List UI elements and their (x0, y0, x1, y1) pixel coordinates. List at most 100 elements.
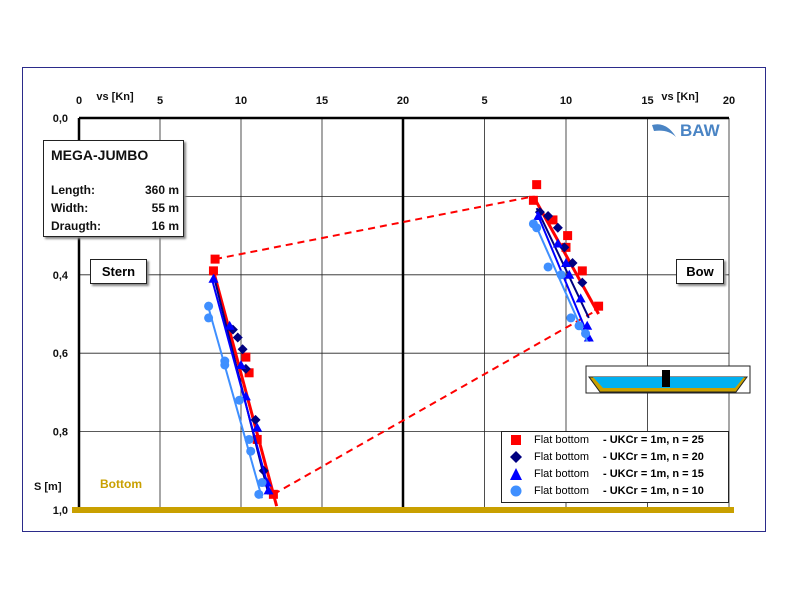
legend-desc: - UKCr = 1m, n = 20 (603, 451, 704, 463)
data-point-circle (254, 489, 264, 499)
draught-label: Draugth: (51, 219, 101, 233)
data-point-circle (244, 434, 254, 444)
connector-line (272, 309, 598, 496)
ship-hull-icon (662, 370, 670, 387)
data-point-square (241, 352, 251, 362)
length-value: 360 m (144, 183, 179, 197)
data-point-triangle (252, 422, 263, 432)
data-point-circle (204, 301, 214, 311)
data-point-square (252, 434, 262, 444)
data-point-triangle (561, 258, 571, 268)
data-point-square (208, 266, 218, 276)
x-tick-label: 0 (76, 95, 82, 107)
data-point-circle (220, 360, 230, 370)
legend-diamond-marker (510, 451, 522, 463)
data-point-triangle (263, 485, 274, 495)
data-point-square (528, 195, 538, 205)
bottom-label: Bottom (100, 477, 142, 491)
data-point-diamond (543, 211, 554, 221)
legend-entry: Flat bottom - UKCr = 1m, n = 10 (502, 483, 728, 500)
legend-entry: Flat bottom - UKCr = 1m, n = 20 (502, 449, 728, 466)
legend-desc: - UKCr = 1m, n = 25 (603, 434, 704, 446)
ship-name: MEGA-JUMBO (51, 147, 149, 163)
legend-entry: Flat bottom - UKCr = 1m, n = 15 (502, 466, 728, 483)
data-point-diamond (577, 277, 588, 288)
legend-circle-marker (510, 485, 522, 497)
width-value: 55 m (151, 201, 179, 215)
x-tick-label: 10 (235, 95, 247, 107)
legend-desc: - UKCr = 1m, n = 10 (603, 485, 704, 497)
width-label: Width: (51, 201, 89, 215)
data-point-circle (532, 223, 542, 233)
connector-line (214, 195, 534, 261)
x-tick-label: 20 (397, 95, 409, 107)
x-tick-label: 5 (157, 95, 163, 107)
stern-label: Stern (90, 259, 147, 284)
data-point-square (563, 231, 573, 241)
data-point-diamond (559, 242, 570, 253)
legend-triangle-marker (510, 468, 522, 480)
bow-label: Bow (676, 259, 724, 284)
data-point-square (548, 215, 558, 225)
fit-line (206, 301, 264, 499)
data-point-triangle (236, 359, 246, 369)
data-point-square (532, 180, 542, 190)
data-point-circle (246, 446, 256, 456)
fit-line (210, 278, 272, 495)
y-tick-label: 0,6 (53, 348, 68, 360)
x-tick-label: 15 (316, 95, 328, 107)
x-tick-label: 10 (560, 95, 572, 107)
data-point-triangle (564, 269, 575, 279)
y-axis-label: S [m] (34, 481, 62, 493)
data-point-circle (543, 262, 553, 272)
data-point-triangle (224, 320, 235, 330)
data-point-square (577, 266, 587, 276)
data-point-circle (556, 270, 566, 280)
ship-info-box: MEGA-JUMBO Length: 360 m Width: 55 m Dra… (43, 140, 184, 237)
data-point-triangle (575, 293, 586, 303)
data-point-diamond (552, 222, 563, 233)
data-point-circle (574, 321, 584, 331)
baw-logo: BAW (650, 119, 730, 143)
fit-line (532, 219, 589, 342)
length-label: Length: (51, 183, 95, 197)
data-point-triangle (208, 273, 219, 283)
legend: Flat bottom - UKCr = 1m, n = 25 Flat bot… (501, 431, 729, 503)
fit-line (212, 270, 279, 507)
legend-name: Flat bottom (534, 468, 590, 480)
y-tick-label: 1,0 (53, 505, 68, 517)
data-point-circle (204, 313, 214, 323)
y-tick-label: 0,8 (53, 427, 68, 439)
y-tick-label: 0,4 (53, 270, 69, 282)
y-tick-label: 0,0 (53, 113, 68, 125)
draught-value: 16 m (151, 219, 179, 233)
x-tick-label: 5 (481, 95, 487, 107)
data-point-square (244, 368, 254, 378)
x-tick-label: 20 (723, 95, 735, 107)
data-point-diamond (237, 344, 248, 355)
x-axis-label-stern: vs [Kn] (96, 91, 134, 103)
x-tick-label: 15 (641, 95, 653, 107)
data-point-triangle (240, 391, 251, 401)
data-point-diamond (232, 332, 243, 343)
legend-desc: - UKCr = 1m, n = 15 (603, 468, 704, 480)
bottom-bar (72, 507, 734, 513)
data-point-circle (566, 313, 576, 323)
data-point-circle (581, 329, 591, 339)
baw-logo-text: BAW (680, 121, 720, 140)
data-point-triangle (533, 211, 544, 220)
legend-name: Flat bottom (534, 485, 590, 497)
legend-entry: Flat bottom - UKCr = 1m, n = 25 (502, 432, 728, 449)
wave-logo-icon (652, 124, 676, 137)
x-axis-label-bow: vs [Kn] (661, 91, 699, 103)
data-point-square (594, 301, 604, 311)
data-point-circle (257, 478, 267, 488)
data-point-square (210, 254, 220, 264)
data-point-diamond (250, 414, 261, 425)
legend-square-marker (511, 435, 521, 445)
legend-name: Flat bottom (534, 434, 590, 446)
data-point-triangle (552, 238, 563, 248)
data-point-circle (234, 395, 244, 405)
data-point-triangle (582, 320, 593, 330)
